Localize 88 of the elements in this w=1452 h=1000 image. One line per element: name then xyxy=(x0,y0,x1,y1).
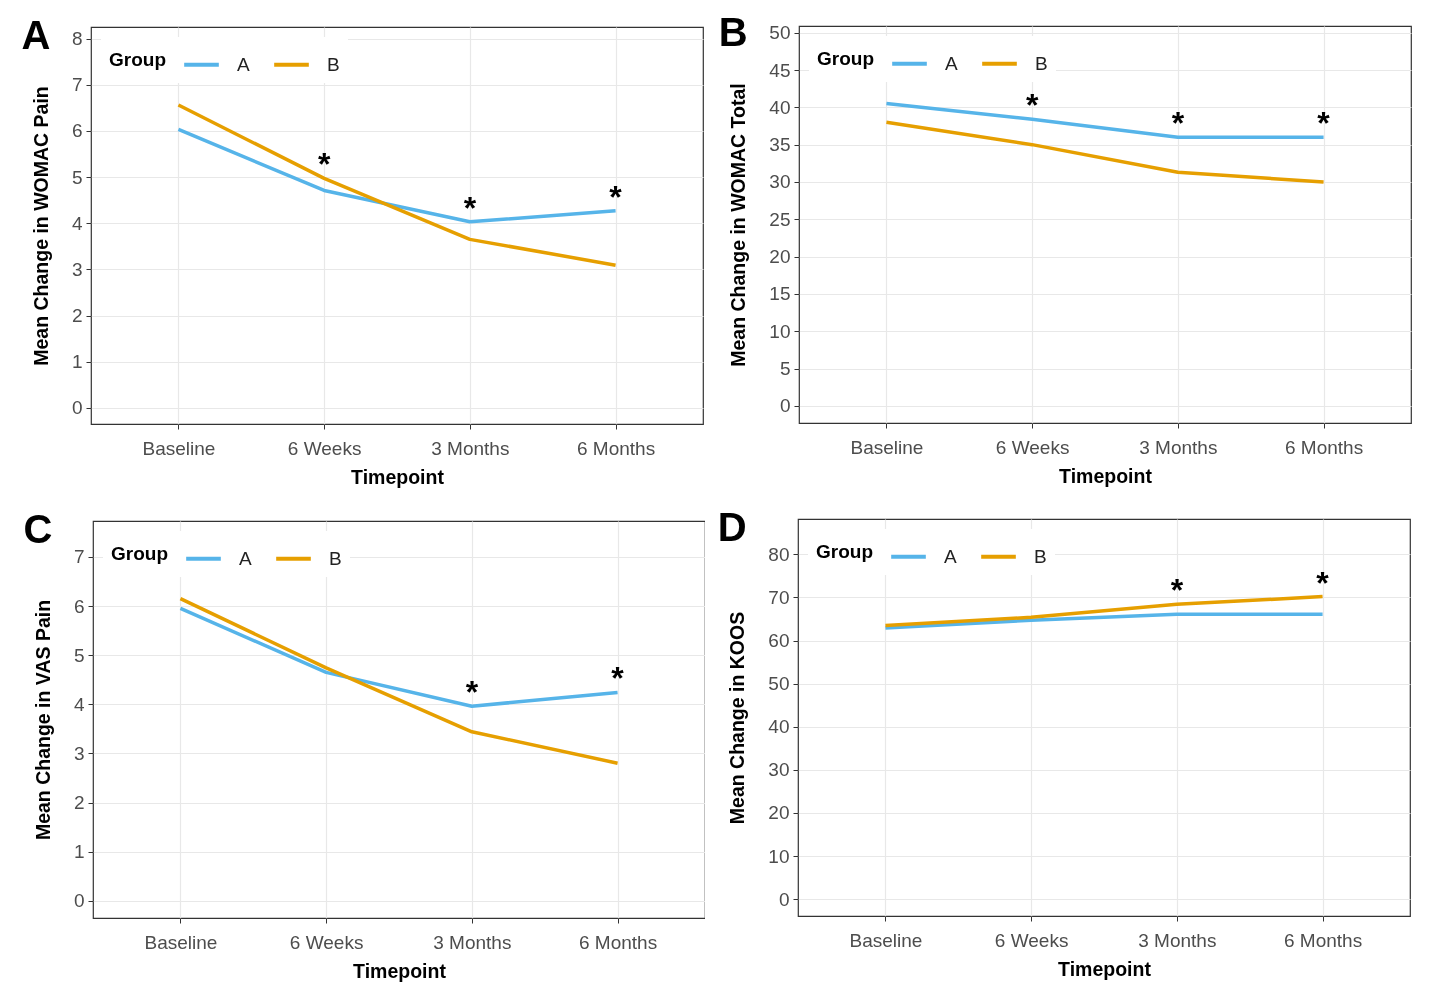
x-tick-label: 3 Months xyxy=(1139,436,1218,458)
y-tick-label: 5 xyxy=(71,166,83,188)
chart-title: D xyxy=(717,505,747,549)
x-tick-label: 6 Weeks xyxy=(287,437,362,459)
annotation: * xyxy=(1317,105,1331,142)
y-tick-label: 5 xyxy=(779,358,791,380)
y-tick-label: 2 xyxy=(71,305,83,327)
y-axis-title: Mean Change in VAS Pain xyxy=(31,599,54,841)
x-axis-title: Timepoint xyxy=(1058,957,1152,980)
chart-title: A xyxy=(21,13,51,57)
x-tick-label: 3 Months xyxy=(433,931,512,953)
legend-label: B xyxy=(327,53,340,75)
legend-label: B xyxy=(1034,545,1047,567)
legend-title: Group xyxy=(109,49,166,70)
y-tick-label: 3 xyxy=(73,742,85,764)
x-tick-label: 6 Months xyxy=(1284,436,1364,458)
chart-title: C xyxy=(23,507,53,551)
y-tick-label: 0 xyxy=(778,888,790,910)
y-tick-label: 10 xyxy=(768,845,790,867)
y-tick-label: 70 xyxy=(768,586,790,608)
y-tick-label: 30 xyxy=(768,759,790,781)
y-tick-label: 35 xyxy=(769,134,791,156)
legend-label: B xyxy=(1035,52,1048,74)
annotation: * xyxy=(317,146,331,183)
y-tick-label: 20 xyxy=(768,802,790,824)
y-tick-label: 40 xyxy=(768,716,790,738)
legend-title: Group xyxy=(817,48,874,69)
x-tick-label: 3 Months xyxy=(431,437,510,459)
legend-label: A xyxy=(944,545,957,567)
y-tick-label: 4 xyxy=(71,212,83,234)
x-tick-label: Baseline xyxy=(142,437,216,459)
annotation: * xyxy=(1025,87,1039,124)
x-tick-label: 6 Weeks xyxy=(995,436,1070,458)
y-tick-label: 50 xyxy=(768,673,790,695)
y-tick-label: 2 xyxy=(73,792,85,814)
legend-title: Group xyxy=(111,543,168,564)
legend-title: Group xyxy=(816,541,873,562)
y-tick-label: 8 xyxy=(71,28,83,50)
y-tick-label: 0 xyxy=(71,397,83,419)
y-axis-title: Mean Change in KOOS xyxy=(726,611,749,825)
y-tick-label: 80 xyxy=(768,543,790,565)
y-tick-label: 20 xyxy=(769,246,791,268)
y-tick-label: 7 xyxy=(71,74,83,96)
y-tick-label: 15 xyxy=(769,283,791,305)
y-tick-label: 1 xyxy=(71,351,83,373)
legend-label: A xyxy=(945,52,958,74)
y-tick-label: 60 xyxy=(768,630,790,652)
y-axis-title: Mean Change in WOMAC Pain xyxy=(29,86,52,366)
annotation: * xyxy=(465,674,479,711)
y-tick-label: 10 xyxy=(769,320,791,342)
y-tick-label: 25 xyxy=(769,208,791,230)
x-tick-label: 3 Months xyxy=(1138,929,1217,951)
annotation: * xyxy=(463,189,477,226)
y-axis-title: Mean Change in WOMAC Total xyxy=(727,83,750,367)
y-tick-label: 6 xyxy=(73,595,85,617)
y-tick-label: 4 xyxy=(73,693,85,715)
legend-label: A xyxy=(239,547,252,569)
line-series xyxy=(883,594,1325,628)
legend-label: A xyxy=(237,53,250,75)
x-tick-label: Baseline xyxy=(144,931,218,953)
x-tick-label: 6 Weeks xyxy=(289,931,364,953)
x-axis-title: Timepoint xyxy=(353,959,447,982)
x-tick-label: Baseline xyxy=(850,436,924,458)
y-tick-label: 0 xyxy=(73,890,85,912)
y-tick-label: 1 xyxy=(73,841,85,863)
y-tick-label: 6 xyxy=(71,120,83,142)
y-tick-label: 0 xyxy=(779,395,791,417)
y-tick-label: 50 xyxy=(769,22,791,44)
legend-label: B xyxy=(329,547,342,569)
y-tick-label: 5 xyxy=(73,644,85,666)
x-tick-label: 6 Months xyxy=(578,931,658,953)
x-tick-label: 6 Weeks xyxy=(994,929,1069,951)
y-tick-label: 30 xyxy=(769,171,791,193)
y-tick-label: 45 xyxy=(769,59,791,81)
y-tick-label: 40 xyxy=(769,96,791,118)
x-tick-label: 6 Months xyxy=(1283,929,1363,951)
y-tick-label: 3 xyxy=(71,258,83,280)
x-tick-label: Baseline xyxy=(849,929,923,951)
chart-title: B xyxy=(718,9,748,54)
x-axis-title: Timepoint xyxy=(351,465,445,488)
y-tick-label: 7 xyxy=(73,546,85,568)
annotation: * xyxy=(1316,564,1330,601)
x-tick-label: 6 Months xyxy=(576,437,656,459)
annotation: * xyxy=(1171,105,1185,142)
annotation: * xyxy=(1170,572,1184,609)
annotation: * xyxy=(609,178,623,215)
x-axis-title: Timepoint xyxy=(1059,464,1153,487)
annotation: * xyxy=(611,660,625,697)
